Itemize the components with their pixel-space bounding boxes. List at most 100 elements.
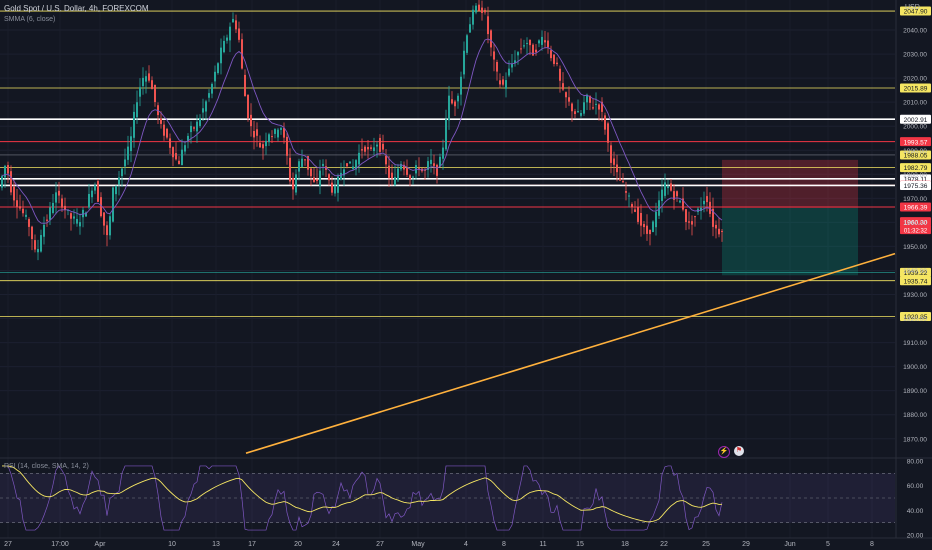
candle-body [541,36,543,45]
candle-body [352,166,354,169]
candle-body [460,76,462,95]
candle-body [505,80,507,89]
price-axis-label: 1900.00 [903,364,927,371]
candle-body [250,114,252,127]
candle-body [679,200,681,203]
candle-body [454,101,456,107]
candle-body [589,95,591,103]
candle-body [364,146,366,152]
price-level-tag [900,163,931,173]
candle-body [130,136,132,152]
candle-body [544,40,546,43]
price-level-tag [900,137,931,147]
smma-indicator-label[interactable]: SMMA (6, close) [4,16,56,23]
candle-body [64,205,66,210]
candle-body [595,103,597,105]
candle-body [601,101,603,112]
candle-body [340,172,342,180]
candle-body [121,168,123,177]
candle-body [97,181,99,202]
candle-body [262,144,264,149]
candle-body [217,63,219,74]
price-axis-label: 2020.00 [903,76,927,83]
time-axis-label: 22 [660,541,668,548]
us-flag-icon[interactable]: ⚑ [734,446,744,456]
rsi-axis-label: 60.00 [907,483,924,490]
candle-body [310,168,312,177]
candle-body [175,153,177,160]
symbol-title[interactable]: Gold Spot / U.S. Dollar, 4h, FOREXCOM [4,4,149,13]
price-level-value: 1960.30 [904,219,928,226]
candle-body [286,136,288,156]
candle-body [466,35,468,53]
candle-body [49,207,51,220]
candle-body [592,107,594,109]
candle-body [259,142,261,148]
candle-body [370,147,372,149]
candle-body [502,79,504,85]
smma-line [1,38,723,224]
candle-body [208,93,210,98]
candle-body [517,52,519,56]
candle-body [37,248,39,253]
time-axis-label: Apr [95,541,107,548]
candle-body [514,60,516,64]
candle-body [289,157,291,182]
price-level-value: 1975.36 [904,183,928,190]
price-level-value: 2015.89 [904,86,928,93]
candle-body [73,216,75,219]
candle-body [373,147,375,151]
candle-body [229,26,231,41]
candle-body [382,143,384,150]
candle-body [397,168,399,181]
candle-body [88,193,90,208]
rsi-line [2,465,723,531]
price-level-tag [900,217,931,227]
candle-body [493,51,495,60]
price-axis-label: 1970.00 [903,196,927,203]
time-axis-label: 4 [464,541,468,548]
candle-body [661,189,663,201]
candle-body [511,63,513,68]
candle-body [16,200,18,207]
price-axis-label: 1880.00 [903,412,927,419]
candle-body [274,129,276,134]
candle-body [499,80,501,85]
lightning-icon[interactable]: ⚡ [718,446,730,458]
candle-body [214,71,216,82]
candle-body [673,191,675,200]
candle-body [334,185,336,194]
candle-body [223,40,225,53]
candle-body [22,208,24,214]
candle-body [313,177,315,182]
chart-header: Gold Spot / U.S. Dollar, 4h, FOREXCOM [4,4,149,13]
price-level-value: 1993.57 [904,139,928,146]
candle-body [484,9,486,13]
candle-body [556,62,558,65]
candle-body [655,211,657,228]
candle-body [385,155,387,165]
candle-body [199,118,201,126]
price-axis-label: 2040.00 [903,28,927,35]
candle-body [631,204,633,208]
price-level-tag [900,114,931,124]
candle-body [280,127,282,130]
candle-body [70,213,72,219]
candle-body [538,40,540,44]
candle-body [322,163,324,166]
time-axis-label: 10 [168,541,176,548]
price-axis-label: 2010.00 [903,100,927,107]
rsi-indicator-label[interactable]: RSI (14, close, SMA, 14, 2) [4,463,89,470]
candle-body [124,159,126,167]
candle-body [145,76,147,82]
candle-body [703,200,705,205]
candle-body [685,209,687,223]
candle-body [427,161,429,170]
time-axis-label: 17 [248,541,256,548]
candle-body [721,230,723,232]
candle-body [154,84,156,103]
candle-body [391,172,393,179]
candle-body [646,225,648,234]
candle-body [85,212,87,217]
